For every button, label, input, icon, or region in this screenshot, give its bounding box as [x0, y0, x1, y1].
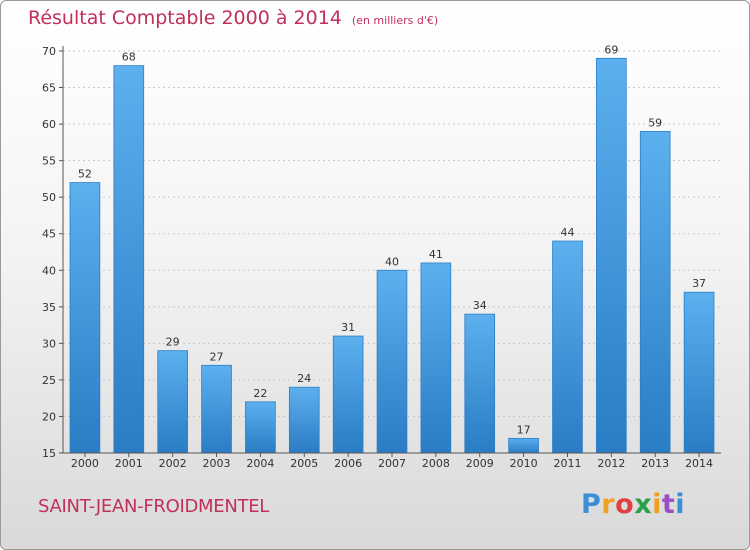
bar-2009: [464, 313, 496, 454]
bar-2004: [245, 401, 276, 454]
data-label-2005: 24: [297, 372, 311, 385]
data-label-2004: 22: [253, 387, 267, 400]
x-tick-label: 2010: [510, 457, 538, 470]
y-axis: 15 20 25 30 35 40 45 50 55 60 65 70: [42, 45, 64, 460]
chart-title-text: Résultat Comptable 2000 à 2014: [28, 7, 342, 29]
y-tick-label: 25: [42, 374, 56, 387]
x-tick-label: 2002: [159, 457, 187, 470]
x-tick-label: 2003: [203, 457, 231, 470]
x-tick-label: 2001: [115, 457, 143, 470]
y-tick-label: 60: [42, 118, 56, 131]
bar-2002: [157, 350, 188, 454]
bar-2012: [596, 57, 627, 454]
data-label-2010: 17: [517, 423, 531, 436]
x-tick-label: 2009: [466, 457, 494, 470]
x-tick-label: 2005: [290, 457, 318, 470]
data-label-2012: 69: [604, 43, 618, 56]
bar-2000: [69, 182, 101, 454]
y-tick-label: 30: [42, 337, 56, 350]
y-tick-label: 50: [42, 191, 56, 204]
data-label-2008: 41: [429, 248, 443, 261]
x-tick-label: 2014: [685, 457, 713, 470]
bars: 52 68 29 27 22 24 31 40 41 34 17 44 69 59 37: [69, 43, 715, 454]
bar-2003: [201, 364, 232, 454]
y-tick-label: 35: [42, 301, 56, 314]
x-tick-label: 2008: [422, 457, 450, 470]
data-label-2002: 29: [166, 336, 180, 349]
y-tick-label: 45: [42, 228, 56, 241]
y-tick-label: 65: [42, 82, 56, 95]
bar-2013: [639, 130, 671, 454]
bar-2011: [552, 240, 583, 454]
y-tick-label: 55: [42, 155, 56, 168]
y-tick-label: 70: [42, 45, 56, 58]
y-tick-label: 20: [42, 410, 56, 423]
x-tick-label: 2011: [553, 457, 581, 470]
x-tick-label: 2006: [334, 457, 362, 470]
bar-2005: [288, 386, 320, 454]
x-axis: 2000 2001 2002 2003 2004 2005 2006 2007 2008 2009…: [63, 452, 721, 470]
data-label-2009: 34: [473, 299, 487, 312]
city-name: SAINT-JEAN-FROIDMENTEL: [38, 496, 270, 517]
chart-subtitle: (en milliers d'€): [351, 14, 439, 27]
y-tick-label: 40: [42, 264, 56, 277]
bar-2007: [376, 269, 408, 454]
x-tick-label: 2000: [71, 457, 99, 470]
data-label-2001: 68: [122, 51, 136, 64]
bar-2014: [683, 291, 715, 454]
data-label-2003: 27: [210, 350, 224, 363]
data-label-2014: 37: [692, 277, 706, 290]
bar-2001: [113, 65, 145, 454]
chart-title: Résultat Comptable 2000 à 2014 (en millie…: [28, 7, 438, 29]
proxiti-logo: Proxiti: [581, 489, 686, 520]
bar-2010: [508, 437, 539, 454]
y-tick-label: 15: [42, 447, 56, 460]
x-tick-label: 2007: [378, 457, 406, 470]
bar-2008: [420, 262, 452, 454]
x-tick-label: 2004: [246, 457, 274, 470]
data-label-2007: 40: [385, 255, 399, 268]
x-tick-label: 2013: [641, 457, 669, 470]
bar-2006: [332, 335, 364, 454]
data-label-2013: 59: [648, 116, 662, 129]
data-label-2011: 44: [560, 226, 574, 239]
data-label-2000: 52: [78, 168, 92, 181]
x-tick-label: 2012: [597, 457, 625, 470]
data-label-2006: 31: [341, 321, 355, 334]
